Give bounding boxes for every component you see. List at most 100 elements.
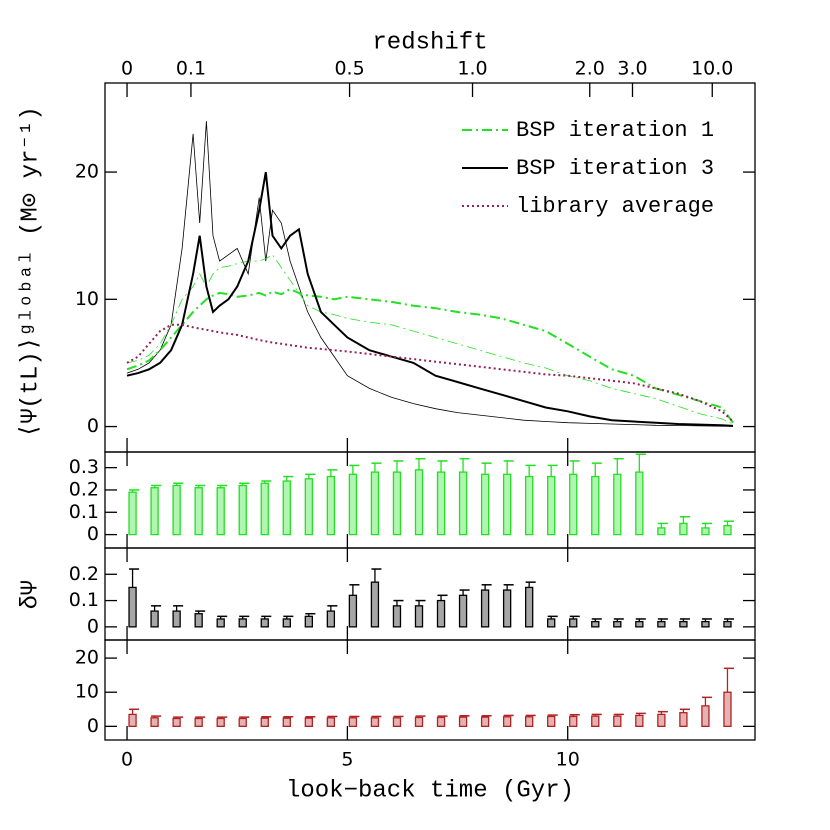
bar (502, 473, 512, 536)
bar (591, 715, 600, 727)
x-axis-label: look−back time (Gyr) (286, 777, 574, 804)
bar (216, 717, 225, 727)
y-tick-label: 0.1 (69, 589, 99, 611)
bar (701, 620, 710, 628)
y-tick-label: 10 (75, 681, 99, 703)
bar (128, 713, 137, 727)
y-tick-label: 0.1 (69, 501, 99, 523)
bar (150, 717, 159, 727)
bar (569, 618, 578, 628)
bar (547, 715, 556, 727)
bar (436, 716, 446, 727)
bar (458, 594, 468, 628)
bar (238, 484, 247, 536)
bar (657, 713, 666, 727)
bar (326, 717, 336, 727)
bar (128, 586, 137, 628)
bar (370, 717, 380, 727)
bar (657, 620, 666, 628)
bar (348, 717, 358, 727)
bar (502, 589, 512, 628)
y-tick-label: 0 (87, 415, 99, 437)
bar (150, 610, 159, 628)
bar (480, 473, 490, 536)
plot-frame (104, 639, 756, 741)
bar (238, 717, 247, 727)
legend-label: BSP iteration 3 (516, 156, 714, 181)
series-line (126, 171, 734, 427)
bar (613, 620, 622, 628)
x-tick-label: 5 (341, 749, 353, 771)
y-tick-label: 20 (75, 647, 99, 669)
y-tick-label: 0 (87, 615, 99, 637)
y-tick-label: 0.2 (69, 563, 99, 585)
bar (657, 527, 666, 536)
x2-tick-label: 0.1 (176, 58, 206, 80)
y-tick-label: 0.2 (69, 478, 99, 500)
bar (304, 478, 314, 536)
bar (547, 618, 556, 628)
x2-tick-label: 10.0 (691, 58, 733, 80)
bar (723, 525, 732, 536)
bar (304, 615, 314, 628)
bar (502, 716, 512, 727)
bar (194, 613, 203, 628)
bar (128, 491, 137, 536)
bar (635, 471, 644, 536)
bar (436, 599, 446, 628)
legend-label: BSP iteration 1 (516, 118, 714, 143)
bar (679, 620, 688, 628)
bar (172, 717, 181, 727)
bar (569, 715, 578, 727)
bar (282, 480, 291, 536)
y-axis-label: δΨ (17, 581, 44, 610)
bar (326, 475, 336, 536)
bar (524, 586, 534, 628)
bar (282, 618, 291, 628)
bar (414, 605, 424, 628)
bar (370, 471, 380, 536)
bar (260, 717, 269, 727)
y-axis-label: ⟨Ψ(tL)⟩ᵍˡᵒᵇᵃˡ (M⊙ yr⁻¹) (17, 106, 44, 437)
x2-tick-label: 2.0 (575, 58, 605, 80)
bar (524, 475, 534, 536)
bar (701, 705, 710, 727)
bar (216, 618, 225, 628)
bar (701, 527, 710, 536)
bar (392, 605, 402, 628)
x2-tick-label: 0.5 (334, 58, 364, 80)
y-tick-label: 20 (75, 161, 99, 183)
y-tick-label: 0.3 (69, 456, 99, 478)
bar (194, 487, 203, 536)
bar (326, 610, 336, 628)
bar (238, 618, 247, 628)
bar (635, 714, 644, 727)
bar (150, 487, 159, 536)
bar (216, 487, 225, 536)
series-line (126, 287, 734, 424)
y-tick-label: 10 (75, 288, 99, 310)
bar (392, 717, 402, 727)
bar (635, 620, 644, 628)
bar (260, 482, 269, 536)
bar (348, 473, 358, 536)
bar (547, 475, 556, 536)
bar (172, 484, 181, 536)
series-line (126, 254, 734, 425)
x-tick-label: 0 (121, 749, 133, 771)
x2-tick-label: 0 (121, 58, 133, 80)
bar (304, 717, 314, 727)
x2-axis-label: redshift (372, 29, 487, 56)
bar (723, 691, 732, 727)
bar (194, 717, 203, 727)
bar (172, 610, 181, 628)
bar (436, 471, 446, 536)
bar (348, 594, 358, 628)
x-tick-label: 10 (556, 749, 580, 771)
bar (414, 716, 424, 727)
x2-tick-label: 3.0 (617, 58, 647, 80)
bar (282, 717, 291, 727)
bar (679, 522, 688, 536)
y-tick-label: 0 (87, 523, 99, 545)
